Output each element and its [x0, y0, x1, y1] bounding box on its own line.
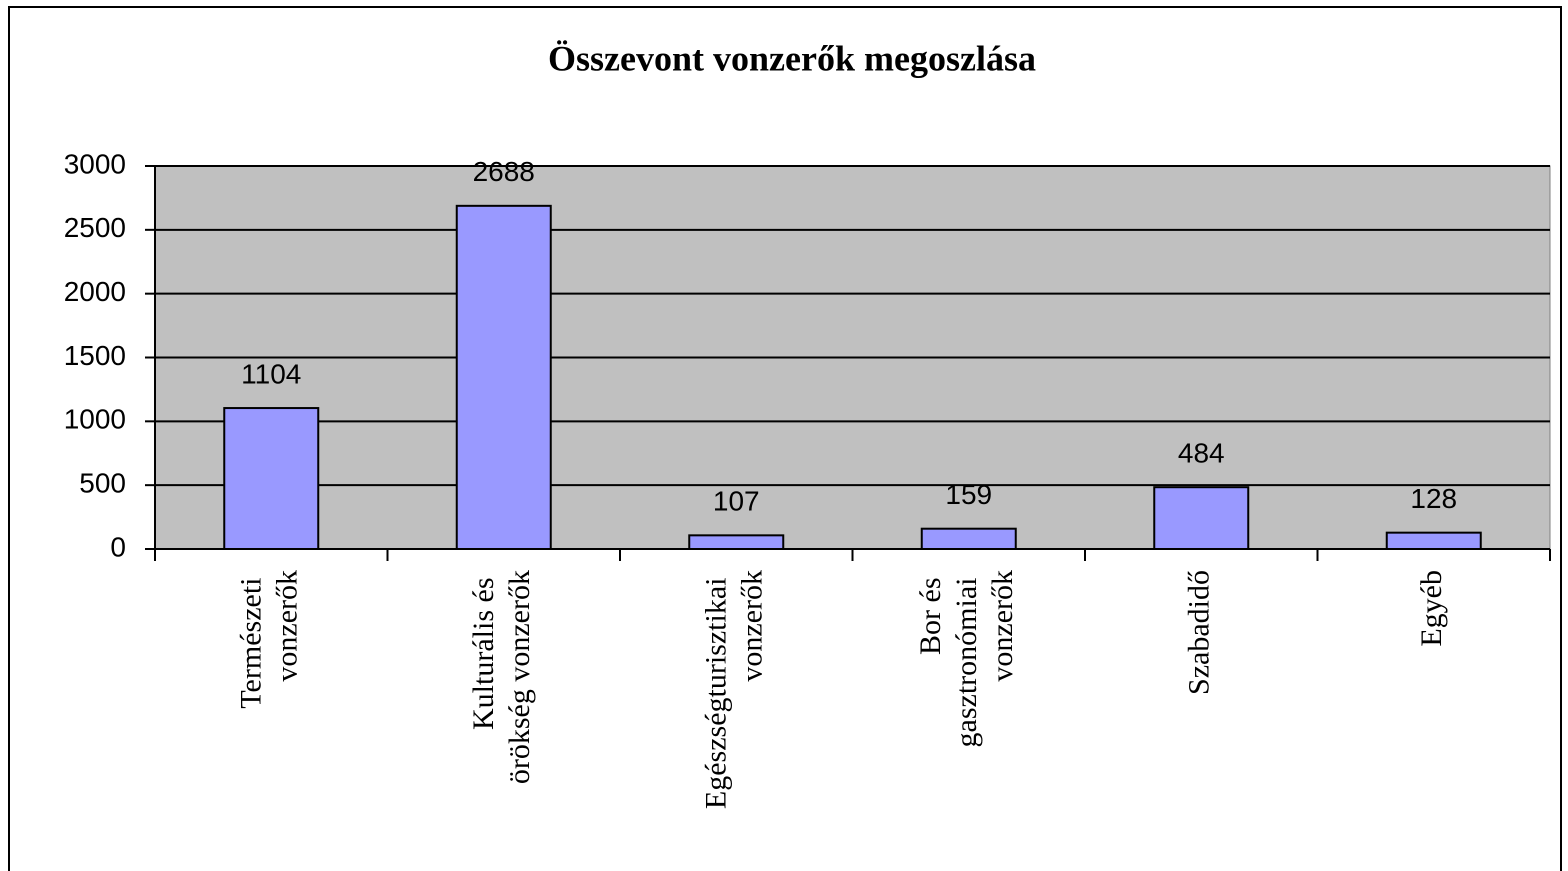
value-label: 484: [1178, 438, 1225, 469]
x-tick-label: Egészségturisztikai vonzerők: [699, 570, 768, 809]
x-tick-label: Szabadidő: [1182, 570, 1215, 695]
x-tick-label-line: vonzerők: [735, 570, 768, 682]
x-tick-label: Bor és gasztronómiai vonzerők: [914, 570, 1019, 747]
x-tick-label-line: Egészségturisztikai: [699, 570, 732, 809]
y-tick-label: 1000: [64, 404, 126, 435]
y-tick-label: 2500: [64, 212, 126, 243]
y-tick-label: 0: [110, 531, 126, 562]
value-label: 2688: [473, 156, 535, 187]
value-label: 159: [945, 479, 992, 510]
bar: [1153, 486, 1250, 550]
x-tick-label-line: Kulturális és: [467, 570, 500, 730]
bar: [1385, 531, 1482, 551]
bar: [688, 534, 785, 550]
x-tick-label-line: örökség vonzerők: [503, 570, 536, 784]
bar: [920, 527, 1017, 550]
y-tick-label: 3000: [64, 148, 126, 179]
chart-title: Összevont vonzerők megoszlása: [548, 38, 1036, 78]
value-label: 128: [1410, 483, 1457, 514]
x-tick-label-line: vonzerők: [986, 570, 1019, 682]
y-tick-label: 500: [79, 468, 126, 499]
value-label: 1104: [241, 358, 301, 389]
x-tick-label-line: vonzerők: [270, 570, 303, 682]
bar: [223, 407, 320, 550]
x-tick-label: Természeti vonzerők: [234, 570, 303, 709]
bar: [455, 204, 552, 550]
x-tick-label-line: Bor és: [914, 570, 947, 655]
y-tick-label: 1500: [64, 340, 126, 371]
x-tick-label-line: Egyéb: [1415, 570, 1448, 647]
x-tick-label: Egyéb: [1415, 570, 1448, 647]
x-tick-label-line: Szabadidő: [1182, 570, 1215, 695]
x-tick-label: Kulturális és örökség vonzerők: [467, 570, 536, 784]
value-label: 107: [713, 486, 760, 517]
x-tick-label-line: Természeti: [234, 570, 267, 709]
y-tick-label: 2000: [64, 276, 126, 307]
x-tick-label-line: gasztronómiai: [950, 570, 983, 747]
